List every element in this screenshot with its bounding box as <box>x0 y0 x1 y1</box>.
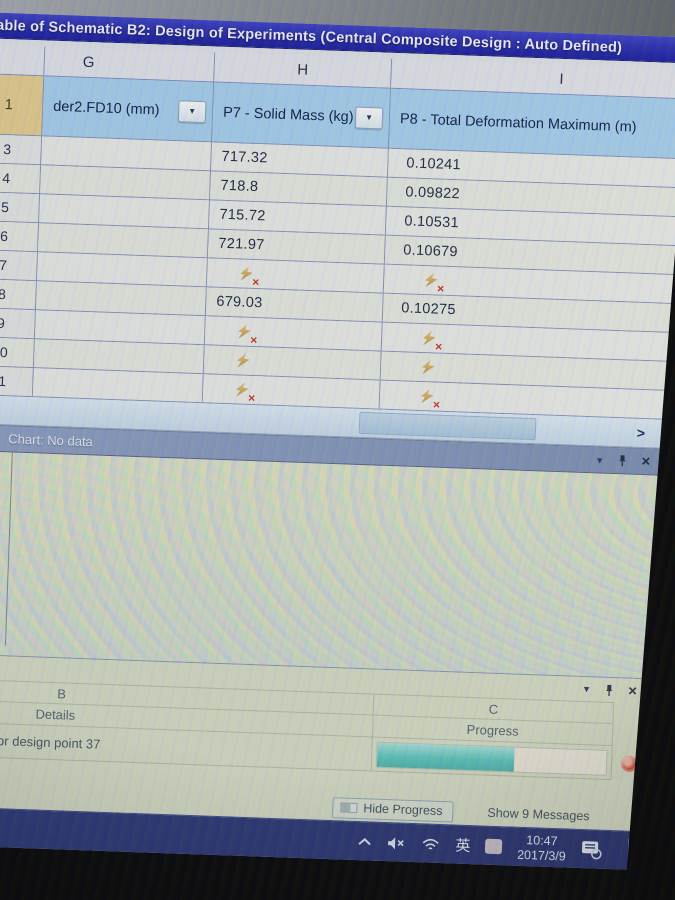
pin-icon[interactable] <box>604 683 615 696</box>
ime-language-indicator[interactable]: 英 <box>455 837 471 856</box>
chart-pane-body <box>0 450 675 681</box>
update-failed-icon: × <box>420 387 441 412</box>
update-failed-icon: × <box>424 271 445 296</box>
failed-x-icon: × <box>436 281 445 296</box>
row-number[interactable]: 9 <box>0 307 36 340</box>
cell-value: 0.10679 <box>403 242 459 261</box>
chevron-down-icon: ▼ <box>364 112 374 122</box>
progress-bar <box>375 741 608 776</box>
hide-progress-label: Hide Progress <box>363 800 443 818</box>
close-icon[interactable]: × <box>627 682 638 700</box>
cell-value: 715.72 <box>219 206 266 225</box>
cell-value: 718.8 <box>220 177 259 196</box>
taskbar-clock[interactable]: 10:47 2017/3/9 <box>517 832 567 864</box>
volume-muted-icon[interactable] <box>387 836 406 851</box>
update-required-icon <box>236 351 254 371</box>
clock-date: 2017/3/9 <box>516 847 567 864</box>
failed-x-icon: × <box>434 339 443 354</box>
row-number[interactable]: 5 <box>0 191 41 224</box>
lightning-icon <box>236 351 251 369</box>
param-header-p7[interactable]: P7 - Solid Mass (kg) ▼ <box>212 82 392 149</box>
hide-progress-button[interactable]: Hide Progress <box>331 796 454 822</box>
row-number[interactable]: 4 <box>0 162 42 195</box>
cell-value: 721.97 <box>218 235 265 254</box>
update-failed-icon: × <box>422 329 443 354</box>
progress-pane-header: ▼ × <box>0 655 675 705</box>
row-number[interactable]: 7 <box>0 249 39 282</box>
row-number[interactable]: 3 <box>0 133 43 166</box>
lightning-icon <box>421 358 436 376</box>
param-header-label: P7 - Solid Mass (kg) <box>222 104 354 125</box>
row-number[interactable]: 6 <box>0 220 40 253</box>
scroll-right-icon[interactable]: > <box>636 424 646 442</box>
progress-bar-fill <box>376 742 516 772</box>
update-failed-icon: × <box>235 380 256 405</box>
pane-menu-icon[interactable]: ▼ <box>595 454 605 466</box>
close-icon[interactable]: × <box>640 452 651 471</box>
row-number[interactable]: 11 <box>0 365 34 398</box>
cell-value: 0.10275 <box>400 300 457 319</box>
taskbar: 英 10:47 2017/3/9 <box>0 806 674 872</box>
dropdown-button[interactable]: ▼ <box>177 99 207 123</box>
failed-x-icon: × <box>247 390 256 405</box>
stop-icon[interactable] <box>620 755 638 773</box>
update-failed-icon: × <box>237 322 258 347</box>
failed-x-icon: × <box>249 332 258 347</box>
touch-keyboard-icon[interactable] <box>485 838 503 855</box>
dropdown-button[interactable]: ▼ <box>354 106 384 130</box>
chart-pane-header: Chart: No data ▼ × <box>0 424 675 476</box>
row-number[interactable]: 1 <box>0 73 45 137</box>
update-required-icon <box>421 358 439 378</box>
show-messages-label: Show 9 Messages <box>487 805 590 823</box>
row-number[interactable]: 10 <box>0 336 35 369</box>
doe-table-body: 3 717.32 0.10241 4 718.8 0.09822 5 715.72 0.1053… <box>0 133 675 421</box>
param-header-label: der2.FD10 (mm) <box>52 98 160 119</box>
show-desktop-button[interactable] <box>627 838 630 865</box>
cell-value: 679.03 <box>216 293 263 312</box>
show-messages-button[interactable]: Show 9 Messages <box>479 802 601 827</box>
pin-icon[interactable] <box>617 454 628 467</box>
cell-value: 0.10241 <box>406 155 462 174</box>
failed-x-icon: × <box>251 274 260 289</box>
param-header-label: P8 - Total Deformation Maximum (m) <box>399 110 637 136</box>
progress-pane: ▼ × B C Details Progress dal for design … <box>0 654 675 783</box>
pane-menu-icon[interactable]: ▼ <box>581 683 592 695</box>
param-header-input[interactable]: der2.FD10 (mm) ▼ <box>42 76 215 143</box>
progress-icon <box>340 801 358 813</box>
failed-x-icon: × <box>432 396 441 412</box>
monitor-screen: able of Schematic B2: Design of Experime… <box>0 0 675 871</box>
action-center-icon[interactable] <box>581 840 604 860</box>
chart-pane-title: Chart: No data <box>8 431 94 450</box>
cell-value: 717.32 <box>221 148 268 167</box>
param-header-p8[interactable]: P8 - Total Deformation Maximum (m) <box>388 88 675 160</box>
chevron-down-icon: ▼ <box>188 106 197 116</box>
scrollbar-thumb[interactable] <box>358 411 537 441</box>
chart-pane: Chart: No data ▼ × <box>0 423 675 681</box>
wifi-icon[interactable] <box>421 837 440 852</box>
row-number[interactable]: 8 <box>0 278 37 311</box>
update-failed-icon: × <box>239 264 260 289</box>
doe-table: G H I 1 der2.FD10 (mm) ▼ P7 - Solid Mass… <box>0 43 675 450</box>
chevron-up-icon[interactable] <box>357 837 372 847</box>
clock-time: 10:47 <box>526 832 558 848</box>
cell-value: 0.10531 <box>404 213 460 232</box>
corner-cell <box>0 43 46 77</box>
cell-value: 0.09822 <box>405 184 461 203</box>
